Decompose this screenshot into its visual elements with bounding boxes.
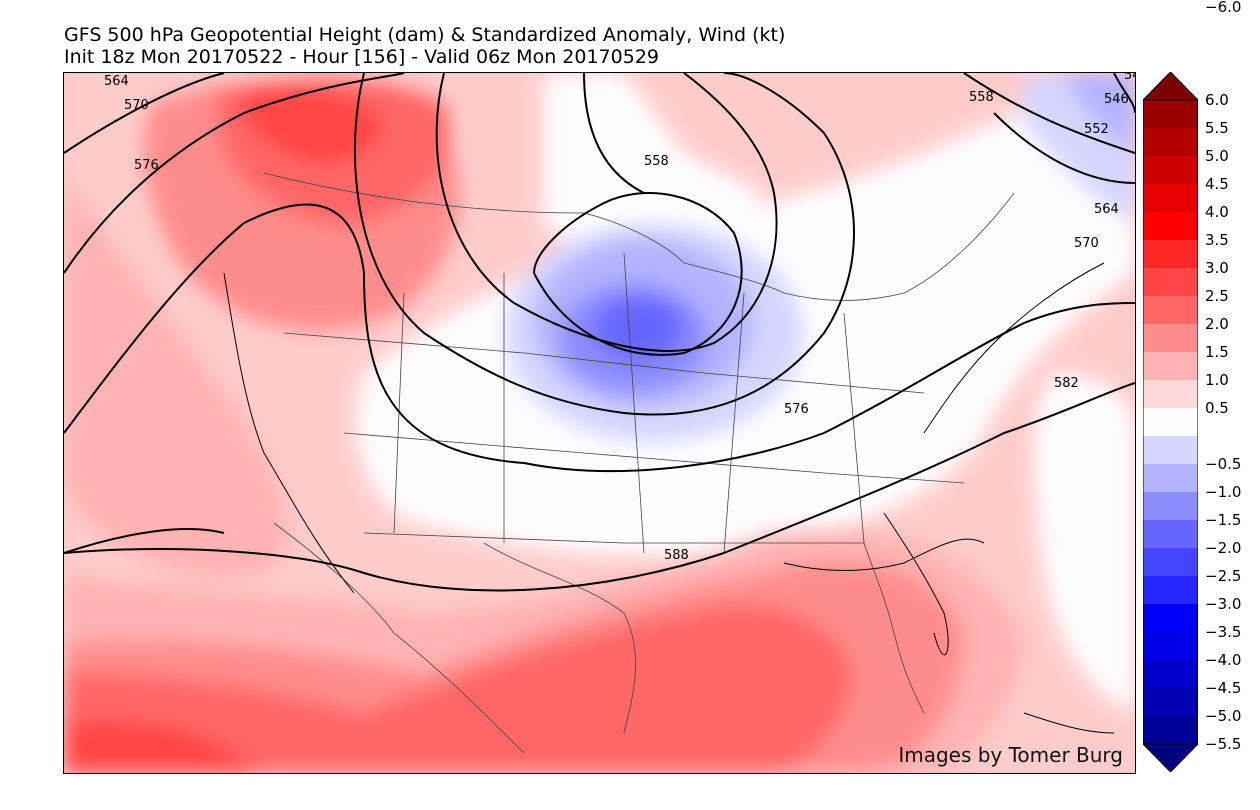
colorbar-tick-label: 2.5	[1205, 287, 1229, 305]
colorbar-tick-label: −4.0	[1205, 651, 1242, 669]
colorbar-swatch	[1143, 632, 1198, 661]
contour-label: 576	[784, 402, 809, 417]
contour-label: 564	[1094, 202, 1119, 217]
colorbar-tick-label: 5.5	[1205, 119, 1229, 137]
colorbar-swatch	[1143, 156, 1198, 185]
contour-label: 576	[134, 158, 159, 173]
colorbar-top-extend	[1141, 71, 1200, 101]
political-borders	[263, 172, 1015, 754]
colorbar-tick-label: 4.5	[1205, 175, 1229, 193]
map-title: GFS 500 hPa Geopotential Height (dam) & …	[64, 24, 786, 46]
height-contours	[64, 73, 1135, 592]
contour-label: 582	[1054, 376, 1079, 391]
colorbar-swatch	[1143, 184, 1198, 213]
colorbar-tick-label: 5.0	[1205, 147, 1229, 165]
colorbar-swatch	[1143, 576, 1198, 605]
colorbar-swatch	[1143, 268, 1198, 297]
colorbar-tick-label: −6.0	[1205, 0, 1242, 16]
colorbar-bottom-extend	[1141, 743, 1200, 773]
colorbar-tick-label: 3.5	[1205, 231, 1229, 249]
contour-label: 570	[1074, 236, 1099, 251]
colorbar-swatch	[1143, 548, 1198, 577]
colorbar-graphic	[1141, 71, 1200, 773]
colorbar-swatch	[1143, 324, 1198, 353]
colorbar	[1141, 71, 1200, 773]
colorbar-tick-label: 3.0	[1205, 259, 1229, 277]
colorbar-tick-label: −5.0	[1205, 707, 1242, 725]
contour-label: 540	[1124, 73, 1135, 83]
colorbar-tick-label: 2.0	[1205, 315, 1229, 333]
contour-label: 588	[664, 548, 689, 563]
contour-label: 558	[969, 90, 994, 105]
colorbar-swatch	[1143, 128, 1198, 157]
colorbar-swatch	[1143, 212, 1198, 241]
colorbar-swatch	[1143, 520, 1198, 549]
colorbar-tick-label: −4.5	[1205, 679, 1242, 697]
colorbar-tick-label: −3.5	[1205, 623, 1242, 641]
map-subtitle: Init 18z Mon 20170522 - Hour [156] - Val…	[64, 46, 659, 68]
contour-label: 564	[104, 74, 129, 89]
colorbar-swatch	[1143, 240, 1198, 269]
colorbar-tick-label: −5.5	[1205, 735, 1242, 753]
colorbar-tick-label: −1.0	[1205, 483, 1242, 501]
image-credit: Images by Tomer Burg	[898, 743, 1123, 767]
coastlines	[223, 262, 1115, 734]
colorbar-tick-label: −2.5	[1205, 567, 1242, 585]
contour-label: 570	[124, 98, 149, 113]
colorbar-swatch	[1143, 352, 1198, 381]
colorbar-tick-label: 1.5	[1205, 343, 1229, 361]
anomaly-map: 564 570 576 558 558 546 552 564 570 582 576 588 540	[64, 73, 1135, 773]
colorbar-swatch	[1143, 408, 1198, 437]
colorbar-swatch	[1143, 436, 1198, 465]
colorbar-swatch	[1143, 296, 1198, 325]
colorbar-tick-label: −0.5	[1205, 455, 1242, 473]
colorbar-swatch	[1143, 100, 1198, 129]
colorbar-swatch	[1143, 464, 1198, 493]
colorbar-tick-label: 0.5	[1205, 399, 1229, 417]
colorbar-tick-label: 4.0	[1205, 203, 1229, 221]
contour-label: 546	[1104, 92, 1129, 107]
colorbar-swatch	[1143, 660, 1198, 689]
map-panel: 564570576558558546552564570582576588540 …	[63, 72, 1136, 774]
colorbar-swatch	[1143, 688, 1198, 717]
contour-label: 558	[644, 154, 669, 169]
colorbar-tick-label: −1.5	[1205, 511, 1242, 529]
contour-label: 552	[1084, 122, 1109, 137]
colorbar-swatch	[1143, 604, 1198, 633]
colorbar-swatch	[1143, 716, 1198, 745]
colorbar-tick-label: −3.0	[1205, 595, 1242, 613]
colorbar-tick-label: 1.0	[1205, 371, 1229, 389]
anomaly-shading	[64, 73, 1135, 773]
colorbar-tick-label: 6.0	[1205, 91, 1229, 109]
colorbar-tick-label: −2.0	[1205, 539, 1242, 557]
colorbar-swatch	[1143, 380, 1198, 409]
colorbar-swatch	[1143, 492, 1198, 521]
